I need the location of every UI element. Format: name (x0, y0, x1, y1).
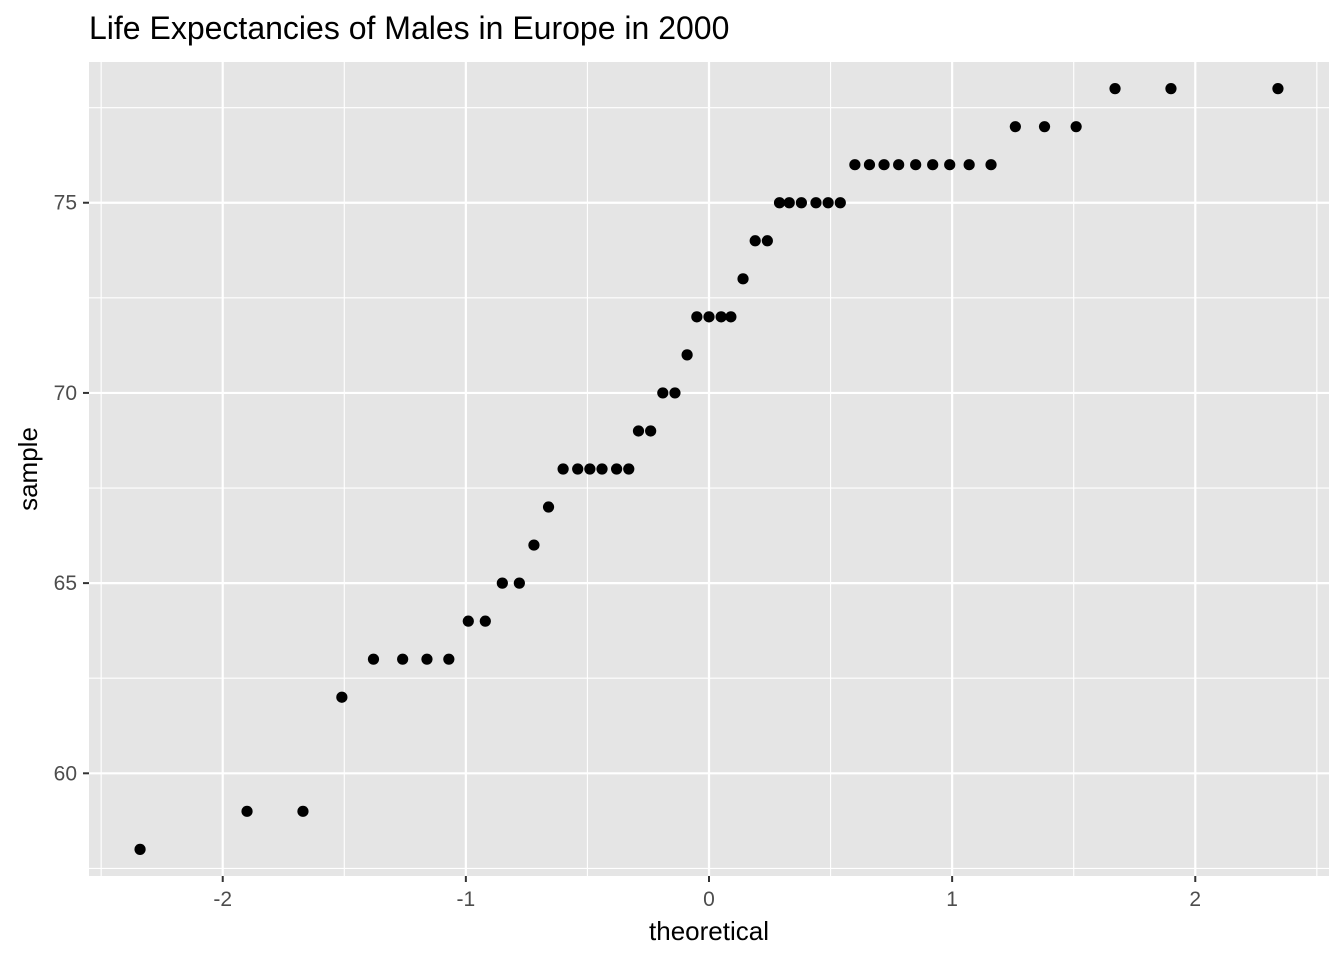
x-tick-label: 1 (946, 888, 958, 911)
data-point (725, 311, 737, 323)
y-tick-label: 60 (54, 762, 77, 785)
data-point (623, 463, 635, 475)
data-point (572, 463, 584, 475)
data-point (1165, 83, 1177, 95)
data-point (241, 805, 253, 817)
x-tick-label: -1 (457, 888, 476, 911)
data-point (336, 691, 348, 703)
data-point (863, 159, 876, 171)
data-point (715, 311, 727, 323)
data-point (893, 159, 905, 171)
data-point (761, 235, 773, 247)
data-point (795, 197, 807, 209)
data-point (632, 425, 645, 437)
data-point (479, 615, 491, 627)
y-axis: 60 65 70 75 (54, 192, 89, 785)
data-point (443, 653, 455, 665)
data-point (367, 653, 380, 665)
data-point (557, 463, 569, 475)
data-point (910, 159, 922, 171)
data-point (645, 425, 657, 437)
data-point (542, 501, 555, 513)
data-point (810, 197, 822, 209)
data-point (397, 653, 409, 665)
data-points (134, 83, 1284, 855)
data-point (1109, 83, 1121, 95)
data-point (703, 311, 715, 323)
data-point (1070, 121, 1082, 133)
x-tick-label: -2 (213, 888, 232, 911)
data-point (657, 387, 669, 399)
data-point (749, 235, 761, 247)
data-point (611, 463, 623, 475)
data-point (783, 197, 795, 209)
y-tick-label: 65 (54, 572, 77, 595)
major-gridlines (89, 62, 1329, 876)
data-point (878, 159, 890, 171)
data-point (462, 615, 474, 627)
data-point (834, 197, 846, 209)
data-point (297, 805, 309, 817)
data-point (584, 463, 596, 475)
data-point (944, 159, 956, 171)
data-point (822, 197, 834, 209)
data-point (773, 197, 786, 209)
y-tick-label: 75 (54, 192, 77, 215)
y-tick-label: 70 (54, 382, 77, 405)
data-point (421, 653, 433, 665)
x-axis-title: theoretical (649, 916, 769, 946)
data-point (528, 539, 540, 551)
data-point (1009, 121, 1021, 133)
chart-title: Life Expectancies of Males in Europe in … (89, 10, 729, 46)
x-tick-label: 0 (703, 888, 715, 911)
data-point (737, 273, 749, 285)
data-point (1038, 121, 1051, 133)
data-point (927, 159, 939, 171)
data-point (963, 159, 975, 171)
x-axis: -2 -1 0 1 2 (213, 876, 1201, 911)
data-point (1272, 83, 1284, 95)
data-point (691, 311, 703, 323)
data-point (681, 349, 693, 361)
y-axis-title: sample (13, 427, 43, 511)
data-point (669, 387, 681, 399)
data-point (596, 463, 608, 475)
x-tick-label: 2 (1189, 888, 1201, 911)
data-point (134, 843, 146, 855)
data-point (985, 159, 997, 171)
data-point (849, 159, 861, 171)
data-point (513, 577, 525, 589)
data-point (496, 577, 508, 589)
